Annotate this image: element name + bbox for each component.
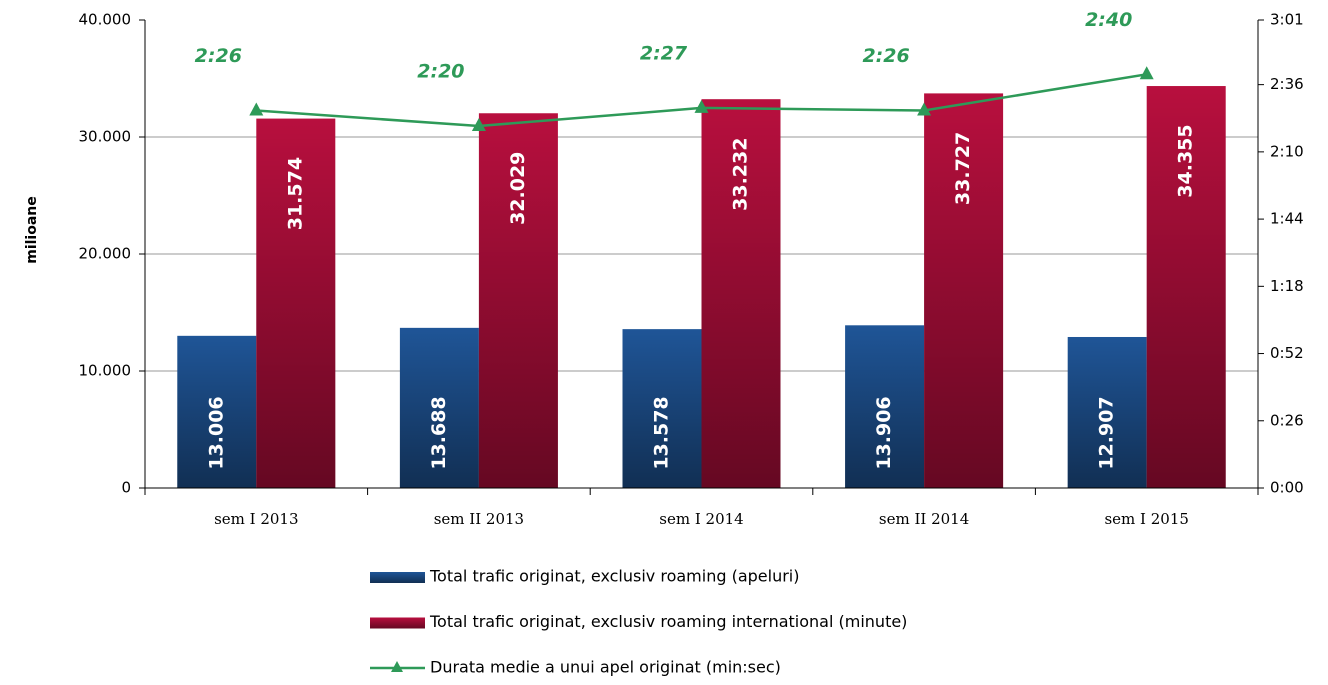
legend-label: Durata medie a unui apel originat (min:s…: [430, 658, 781, 677]
y-axis-label: milioane: [24, 196, 40, 264]
line-marker: [471, 118, 486, 132]
bar-value-label: 12.907: [1096, 396, 1118, 469]
y-tick-label: 0: [121, 479, 131, 497]
x-tick-label: sem II 2013: [434, 510, 524, 528]
x-tick-label: sem II 2014: [879, 510, 969, 528]
bar-value-label: 13.906: [873, 396, 895, 469]
x-tick-label: sem I 2014: [659, 510, 743, 528]
bar-value-label: 32.029: [507, 152, 529, 225]
line-value-label: 2:26: [862, 45, 909, 67]
bar-value-label: 13.578: [651, 396, 673, 469]
y2-tick-label: 0:00: [1270, 479, 1304, 497]
x-tick-label: sem I 2013: [214, 510, 298, 528]
bar-shade: [256, 118, 336, 488]
legend-label: Total trafic originat, exclusiv roaming …: [429, 612, 907, 631]
x-tick-label: sem I 2015: [1104, 510, 1188, 528]
bar-shade: [1146, 86, 1226, 488]
bar-value-label: 33.727: [952, 132, 974, 205]
y-tick-label: 40.000: [79, 11, 132, 29]
line-marker: [917, 102, 932, 116]
bar-value-label: 31.574: [284, 157, 306, 230]
bar-shade: [1067, 336, 1147, 488]
bar-shade: [845, 325, 925, 488]
bar-shade: [701, 99, 781, 488]
legend-swatch-shade: [370, 572, 425, 583]
bar-shade: [622, 329, 702, 488]
y2-tick-label: 3:01: [1270, 11, 1304, 29]
y2-tick-label: 1:18: [1270, 277, 1304, 295]
y2-tick-label: 0:52: [1270, 344, 1304, 362]
legend-marker: [391, 661, 403, 672]
legend-label: Total trafic originat, exclusiv roaming …: [429, 567, 799, 586]
bar-shade: [478, 113, 558, 489]
bar-value-label: 13.006: [205, 396, 227, 469]
bar-value-label: 34.355: [1175, 124, 1197, 197]
bar-shade: [177, 335, 257, 488]
line-marker: [249, 102, 264, 116]
y2-tick-label: 2:10: [1270, 142, 1304, 160]
bar-value-label: 33.232: [730, 138, 752, 211]
y2-tick-label: 1:44: [1270, 210, 1304, 228]
y-tick-label: 30.000: [79, 128, 132, 146]
y2-tick-label: 2:36: [1270, 75, 1304, 93]
line-marker: [694, 99, 709, 113]
bar-shade: [924, 93, 1004, 488]
y-tick-label: 10.000: [79, 362, 132, 380]
bar-value-label: 13.688: [428, 396, 450, 469]
line-value-label: 2:27: [640, 42, 688, 64]
legend-swatch-shade: [370, 617, 425, 629]
line-marker: [1139, 66, 1154, 80]
bar-shade: [399, 327, 479, 488]
line-value-label: 2:20: [417, 61, 464, 83]
y2-tick-label: 0:26: [1270, 411, 1304, 429]
line-value-label: 2:40: [1085, 9, 1132, 31]
y-tick-label: 20.000: [79, 245, 132, 263]
line-value-label: 2:26: [195, 45, 242, 67]
